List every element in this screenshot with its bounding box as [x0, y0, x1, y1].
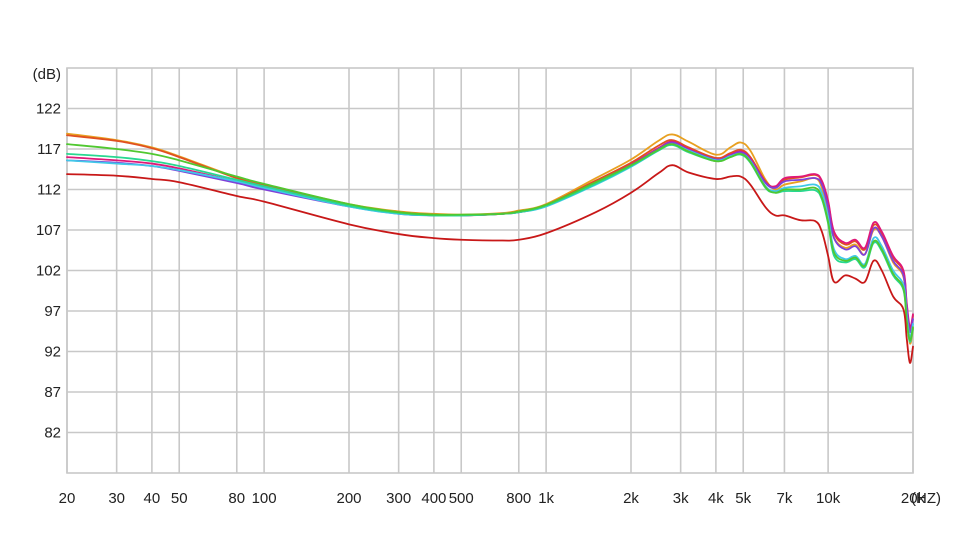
y-tick-label: 107 [36, 222, 61, 239]
y-tick-label: 117 [37, 141, 61, 158]
y-tick-label: 97 [44, 303, 61, 320]
x-tick-label: 200 [336, 490, 361, 507]
x-tick-label: 40 [144, 490, 161, 507]
x-tick-label: 20 [59, 490, 76, 507]
y-tick-label: 102 [36, 263, 61, 280]
x-tick-label: 50 [171, 490, 188, 507]
x-tick-label: 4k [708, 490, 724, 507]
series-line-7 [66, 143, 914, 342]
grid [66, 67, 914, 474]
series-line-8 [66, 164, 914, 364]
x-tick-label: 800 [506, 490, 531, 507]
x-tick-label: 7k [777, 490, 793, 507]
y-tick-label: 87 [44, 384, 61, 401]
y-axis-ticks: 122 117 112 107 102 97 92 87 82 [36, 101, 61, 442]
y-tick-label: 92 [44, 344, 61, 361]
x-tick-label: 5k [735, 490, 751, 507]
x-tick-label: 300 [386, 490, 411, 507]
y-tick-label: 122 [36, 101, 61, 118]
x-tick-label: 3k [673, 490, 689, 507]
x-tick-label: 500 [449, 490, 474, 507]
x-axis-ticks: 20 30 40 50 80 100 200 300 400 500 800 1k 2k 3k 4k 5k 7k… [59, 490, 926, 507]
series-lines [66, 132, 914, 364]
x-tick-label: 80 [228, 490, 245, 507]
x-tick-label: 20k [901, 490, 926, 507]
y-tick-label: 112 [37, 182, 61, 199]
x-axis-unit: (HZ) [911, 490, 941, 507]
x-tick-label: 100 [252, 490, 277, 507]
x-tick-label: 400 [421, 490, 446, 507]
x-tick-label: 2k [623, 490, 639, 507]
y-axis-unit: (dB) [33, 66, 61, 83]
y-tick-label: 82 [44, 425, 61, 442]
x-tick-label: 30 [108, 490, 125, 507]
x-tick-label: 10k [816, 490, 841, 507]
x-tick-label: 1k [538, 490, 554, 507]
